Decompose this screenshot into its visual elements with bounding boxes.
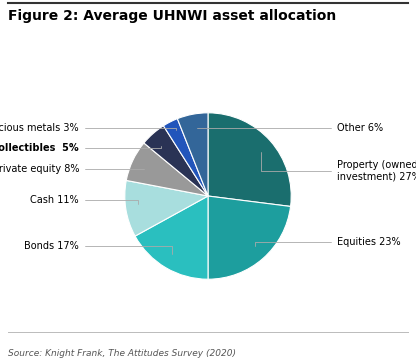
Wedge shape [125, 180, 208, 236]
Text: Cash 11%: Cash 11% [30, 195, 138, 205]
Text: Equities 23%: Equities 23% [255, 237, 401, 247]
Text: Collectibles  5%: Collectibles 5% [0, 143, 161, 153]
Wedge shape [177, 113, 208, 196]
Wedge shape [208, 196, 290, 279]
Wedge shape [135, 196, 208, 279]
Text: Property (owned as an
investment) 27%: Property (owned as an investment) 27% [261, 152, 416, 182]
Text: Bonds 17%: Bonds 17% [24, 241, 172, 254]
Wedge shape [208, 113, 291, 207]
Wedge shape [144, 126, 208, 196]
Text: Source: Knight Frank, The Attitudes Survey (2020): Source: Knight Frank, The Attitudes Surv… [8, 348, 236, 358]
Text: Other 6%: Other 6% [197, 123, 383, 133]
Text: Figure 2: Average UHNWI asset allocation: Figure 2: Average UHNWI asset allocation [8, 9, 337, 23]
Text: Private equity 8%: Private equity 8% [0, 164, 144, 174]
Text: Gold/precious metals 3%: Gold/precious metals 3% [0, 123, 176, 133]
Wedge shape [163, 119, 208, 196]
Wedge shape [126, 143, 208, 196]
